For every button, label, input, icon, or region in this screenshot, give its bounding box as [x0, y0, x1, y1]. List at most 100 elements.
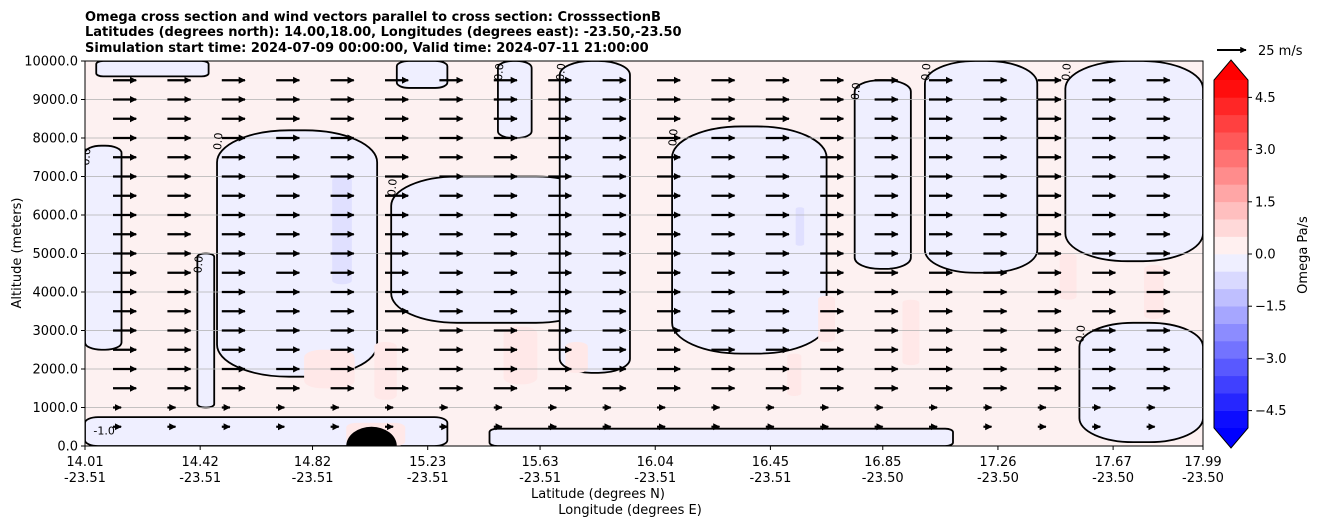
- omega-positive-region: [1059, 253, 1077, 300]
- colorbar-tick-label: 4.5: [1255, 91, 1276, 106]
- x-tick-label-lat: 17.67: [1095, 455, 1132, 470]
- x-tick-label-lon: -23.50: [862, 471, 904, 486]
- omega-positive-region: [787, 353, 802, 396]
- x-tick-label-lon: -23.51: [64, 471, 106, 486]
- colorbar-level: [1214, 288, 1248, 307]
- y-tick-label: 0.0: [57, 440, 78, 455]
- y-axis: 0.0 1000.0 2000.0 3000.0 4000.0 5000.0 6000.0 7…: [24, 55, 85, 455]
- y-tick-label: 5000.0: [33, 247, 79, 262]
- colorbar-level: [1214, 97, 1248, 116]
- colorbar-tick-label: 3.0: [1255, 143, 1276, 158]
- y-axis-label: Altitude (meters): [10, 198, 25, 309]
- plot-area: 0.00.00.00.00.00.00.00.00.0 0.00.0-1.0: [84, 60, 1204, 447]
- contour-labels: 0.00.00.00.00.00.00.00.00.0 0.00.0-1.0: [85, 63, 1088, 438]
- colorbar-level: [1214, 271, 1248, 290]
- y-tick-label: 9000.0: [33, 93, 79, 108]
- omega-negative-region: [95, 61, 210, 78]
- x-tick-label-lon: -23.51: [407, 471, 449, 486]
- zero-contour-label: 0.0: [1059, 63, 1073, 82]
- colorbar-level: [1214, 184, 1248, 203]
- colorbar-level: [1214, 254, 1248, 272]
- y-tick-label: 2000.0: [33, 363, 79, 378]
- colorbar-label: Omega Pa/s: [1296, 216, 1311, 294]
- colorbar-level: [1214, 393, 1248, 411]
- y-tick-label: 7000.0: [33, 170, 79, 185]
- colorbar-outline: [1213, 59, 1249, 449]
- zero-contour-label: 0.0: [191, 255, 205, 274]
- colorbar-level: [1214, 410, 1248, 429]
- quiver-key: 25 m/s: [1217, 44, 1303, 59]
- omega-negative-region: [853, 79, 912, 270]
- y-tick-label: 8000.0: [33, 132, 79, 147]
- x-tick-label-lat: 16.45: [752, 455, 789, 470]
- x-tick-label-lat: 14.01: [66, 455, 103, 470]
- colorbar-level: [1214, 80, 1248, 98]
- x-tick-label-lat: 15.63: [521, 455, 558, 470]
- omega-negative-region: [1064, 61, 1203, 263]
- colorbar-tick-label: −3.0: [1255, 352, 1287, 367]
- colorbar-tick-label: −4.5: [1255, 404, 1287, 419]
- colorbar-level: [1214, 375, 1248, 394]
- y-tick-label: 6000.0: [33, 209, 79, 224]
- colorbar-level: [1214, 132, 1248, 150]
- colorbar-extend-high: [1214, 60, 1248, 80]
- omega-negative-region: [924, 61, 1039, 274]
- x-tick-label-lat: 17.99: [1184, 455, 1221, 470]
- x-tick-label-lon: -23.50: [1182, 471, 1224, 486]
- x-tick-label-lat: 17.26: [979, 455, 1016, 470]
- zero-contour-label: 0.0: [492, 63, 506, 82]
- omega-negative-region: [795, 207, 805, 246]
- wind-vectors: [113, 76, 1171, 431]
- x-tick-label-lat: 16.85: [864, 455, 901, 470]
- colorbar: 4.5 3.0 1.5 0.0 −1.5 −3.0 −4.5: [1213, 59, 1287, 449]
- y-tick-label: 1000.0: [33, 401, 79, 416]
- colorbar-level: [1214, 219, 1248, 237]
- colorbar-level: [1214, 149, 1248, 168]
- zero-contour-label: 0.0: [1073, 324, 1087, 343]
- negative-contour-label: -1.0: [93, 424, 114, 437]
- x-axis: 14.01-23.5114.42-23.5114.82-23.5115.23-2…: [64, 446, 1224, 486]
- colorbar-level: [1214, 236, 1248, 255]
- x-tick-label-lon: -23.51: [519, 471, 561, 486]
- colorbar-level: [1214, 114, 1248, 133]
- omega-negative-region: [1078, 321, 1203, 444]
- y-tick-label: 4000.0: [33, 286, 79, 301]
- colorbar-level: [1214, 323, 1248, 342]
- zero-contour-label: 0.0: [849, 82, 863, 101]
- colorbar-level: [1214, 306, 1248, 324]
- omega-negative-region: [332, 176, 352, 285]
- omega-positive-region: [374, 342, 397, 400]
- x-tick-label-lat: 15.23: [409, 455, 446, 470]
- colorbar-level: [1214, 358, 1248, 377]
- y-tick-label: 10000.0: [24, 55, 78, 70]
- omega-negative-region: [395, 61, 449, 89]
- x-tick-label-lat: 16.04: [637, 455, 674, 470]
- x-tick-label-lat: 14.42: [182, 455, 219, 470]
- x-tick-label-lon: -23.50: [977, 471, 1019, 486]
- chart-title-line-3: Simulation start time: 2024-07-09 00:00:…: [85, 41, 649, 56]
- x-tick-label-lon: -23.51: [179, 471, 221, 486]
- zero-contour-label: 0.0: [211, 132, 225, 151]
- quiver-key-label: 25 m/s: [1258, 44, 1303, 59]
- x-tick-label-lat: 14.82: [294, 455, 331, 470]
- zero-contour-label: 0.0: [554, 63, 568, 82]
- colorbar-extend-low: [1214, 428, 1248, 448]
- zero-contour-label: 0.0: [385, 178, 399, 197]
- omega-negative-region: [85, 144, 123, 351]
- omega-positive-region: [503, 326, 538, 385]
- omega-positive-region: [902, 299, 920, 366]
- strong-positive-surface-core: [346, 426, 397, 446]
- colorbar-tick-label: −1.5: [1255, 300, 1287, 315]
- zero-contour-label: 0.0: [919, 63, 933, 82]
- x-axis-label-line-1: Latitude (degrees N): [531, 487, 665, 502]
- colorbar-level: [1214, 341, 1248, 359]
- x-tick-label-lon: -23.51: [749, 471, 791, 486]
- x-tick-label-lon: -23.50: [1092, 471, 1134, 486]
- omega-negative-region: [671, 125, 828, 355]
- x-axis-label-line-2: Longitude (degrees E): [558, 503, 702, 518]
- omega-negative-region: [488, 427, 954, 446]
- colorbar-tick-label: 1.5: [1255, 195, 1276, 210]
- x-tick-label-lon: -23.51: [292, 471, 334, 486]
- colorbar-level: [1214, 201, 1248, 220]
